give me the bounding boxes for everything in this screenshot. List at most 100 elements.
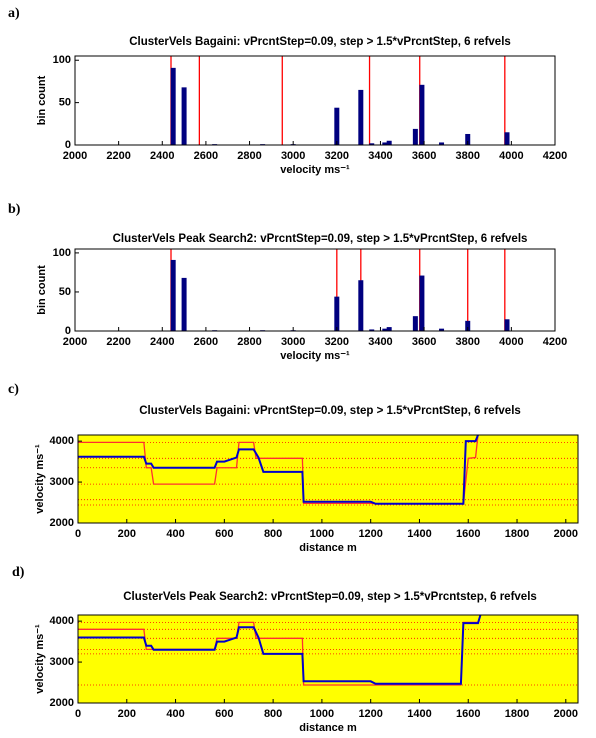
panel-label: d) [12, 565, 25, 580]
bar [419, 84, 425, 145]
panel-label: a) [8, 6, 20, 21]
x-tick-label: 1600 [456, 708, 480, 720]
x-tick-label: 600 [215, 528, 233, 540]
y-tick-label: 3000 [50, 656, 74, 668]
y-tick-label: 50 [59, 286, 71, 298]
bar [412, 316, 418, 331]
x-tick-label: 2000 [554, 528, 578, 540]
plot-area [75, 249, 555, 331]
x-tick-label: 1000 [310, 708, 334, 720]
x-tick-label: 3600 [412, 150, 436, 162]
axes-frame [77, 434, 579, 524]
y-axis-label: bin count [36, 265, 48, 315]
bar [369, 329, 375, 331]
x-tick-label: 2800 [237, 150, 261, 162]
x-tick-label: 1400 [407, 708, 431, 720]
y-tick-label: 4000 [50, 435, 74, 447]
bar [465, 133, 471, 145]
x-tick-label: 200 [118, 528, 136, 540]
x-tick-label: 3800 [455, 336, 479, 348]
x-tick-label: 0 [75, 528, 81, 540]
x-tick-label: 400 [166, 708, 184, 720]
x-tick-label: 1800 [505, 528, 529, 540]
x-tick-label: 3000 [281, 150, 305, 162]
y-tick-label: 0 [65, 139, 71, 151]
x-tick-label: 3400 [368, 336, 392, 348]
x-axis-label: distance m [299, 722, 357, 734]
x-tick-label: 1800 [505, 708, 529, 720]
bar [382, 328, 388, 331]
y-tick-label: 100 [53, 247, 71, 259]
chart-title: ClusterVels Bagaini: vPrcntStep=0.09, st… [129, 36, 511, 48]
y-tick-label: 3000 [50, 476, 74, 488]
chart-title: ClusterVels Bagaini: vPrcntStep=0.09, st… [139, 405, 521, 417]
axes-frame [74, 248, 556, 332]
x-tick-label: 2400 [150, 336, 174, 348]
x-tick-label: 2000 [554, 708, 578, 720]
bar [358, 89, 364, 145]
bar [334, 107, 340, 145]
bar [504, 132, 510, 145]
x-tick-label: 4000 [499, 150, 523, 162]
y-tick-label: 2000 [50, 517, 74, 529]
bar [439, 328, 445, 331]
bar [419, 275, 425, 331]
plot-area [75, 56, 555, 145]
bar [465, 320, 471, 331]
x-tick-label: 3200 [325, 150, 349, 162]
bar [386, 140, 392, 145]
bar [382, 142, 388, 145]
x-tick-label: 1600 [456, 528, 480, 540]
bar [170, 259, 176, 331]
y-tick-label: 2000 [50, 697, 74, 709]
y-tick-label: 100 [53, 54, 71, 66]
x-tick-label: 3200 [325, 336, 349, 348]
y-tick-label: 4000 [50, 615, 74, 627]
x-tick-label: 2800 [237, 336, 261, 348]
x-axis-label: velocity ms⁻¹ [280, 164, 350, 176]
x-tick-label: 2600 [194, 336, 218, 348]
x-tick-label: 400 [166, 528, 184, 540]
x-tick-label: 3400 [368, 150, 392, 162]
y-tick-label: 0 [65, 325, 71, 337]
x-axis-label: distance m [299, 542, 357, 554]
y-axis-label: velocity ms⁻¹ [34, 444, 46, 514]
y-axis-label: bin count [36, 75, 48, 125]
step-line [78, 615, 482, 685]
y-axis-label: velocity ms⁻¹ [34, 624, 46, 694]
bar [358, 280, 364, 331]
chart-title: ClusterVels Peak Search2: vPrcntStep=0.0… [113, 233, 528, 245]
x-tick-label: 3000 [281, 336, 305, 348]
bar [369, 143, 375, 145]
x-tick-label: 0 [75, 708, 81, 720]
panel-label: b) [8, 202, 21, 217]
bar [334, 296, 340, 331]
x-axis-label: velocity ms⁻¹ [280, 350, 350, 362]
x-tick-label: 2000 [63, 336, 87, 348]
x-tick-label: 800 [264, 708, 282, 720]
x-tick-label: 600 [215, 708, 233, 720]
plot-area [78, 615, 578, 703]
step-line [78, 435, 479, 505]
x-tick-label: 1000 [310, 528, 334, 540]
x-tick-label: 800 [264, 528, 282, 540]
x-tick-label: 1200 [358, 528, 382, 540]
y-tick-label: 50 [59, 97, 71, 109]
bar [439, 142, 445, 145]
bar [181, 277, 187, 331]
panel-label: c) [8, 382, 19, 397]
axes-frame [77, 614, 579, 704]
x-tick-label: 1200 [358, 708, 382, 720]
bar [412, 128, 418, 145]
bar [504, 319, 510, 331]
bar [181, 87, 187, 145]
x-tick-label: 4000 [499, 336, 523, 348]
bar [386, 327, 392, 331]
x-tick-label: 4200 [543, 336, 567, 348]
x-tick-label: 2400 [150, 150, 174, 162]
plot-area [78, 435, 578, 523]
x-tick-label: 3800 [455, 150, 479, 162]
x-tick-label: 4200 [543, 150, 567, 162]
chart-title: ClusterVels Peak Search2: vPrcntStep=0.0… [123, 591, 537, 603]
